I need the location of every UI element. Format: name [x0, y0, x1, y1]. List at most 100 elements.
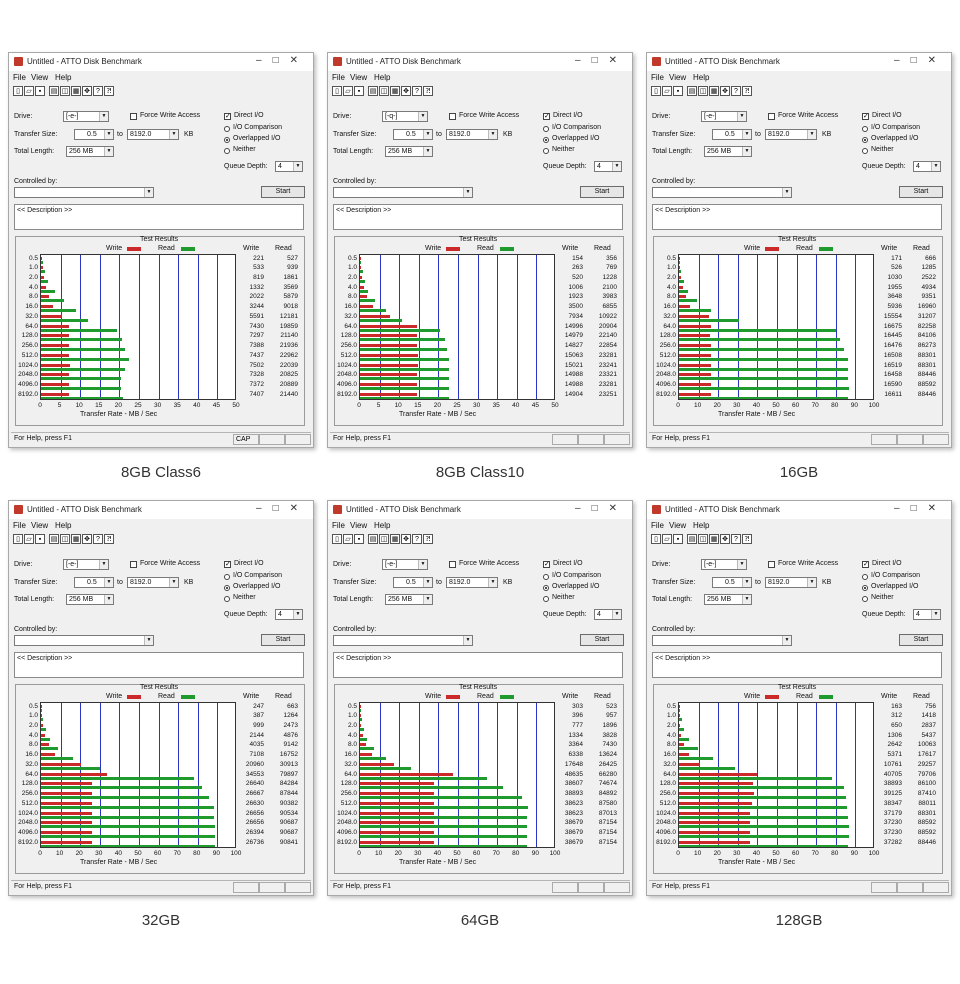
queue-depth-select[interactable]: 4 ▼: [275, 161, 303, 172]
io-comparison-radio[interactable]: [862, 574, 868, 580]
menu-view[interactable]: View: [31, 73, 49, 82]
transfer-from-select[interactable]: 0.5 ▼: [74, 577, 114, 588]
help-icon[interactable]: ?: [93, 86, 103, 96]
controlled-by-select[interactable]: ▼: [14, 635, 154, 646]
direct-io-checkbox[interactable]: ✓: [543, 113, 550, 120]
window-controls[interactable]: –□✕: [894, 503, 947, 514]
help-icon[interactable]: ?: [731, 534, 741, 544]
options-icon[interactable]: ▦: [71, 86, 81, 96]
context-help-icon[interactable]: ⁈: [423, 534, 433, 544]
save-icon[interactable]: ▪: [673, 86, 683, 96]
print-icon[interactable]: ▤: [368, 86, 378, 96]
overlapped-io-radio[interactable]: [862, 137, 868, 143]
start-button[interactable]: Start: [580, 634, 624, 646]
title-bar[interactable]: Untitled - ATTO Disk Benchmark –□✕: [9, 501, 313, 519]
new-file-icon[interactable]: ▯: [13, 86, 23, 96]
menu-help[interactable]: Help: [693, 73, 710, 82]
menu-file[interactable]: File: [13, 521, 26, 530]
overlapped-io-radio[interactable]: [224, 585, 230, 591]
direct-io-checkbox[interactable]: ✓: [862, 113, 869, 120]
save-icon[interactable]: ▪: [673, 534, 683, 544]
menu-view[interactable]: View: [350, 73, 368, 82]
options-icon[interactable]: ▦: [709, 86, 719, 96]
save-icon[interactable]: ▪: [354, 86, 364, 96]
transfer-to-select[interactable]: 8192.0 ▼: [127, 129, 179, 140]
force-write-checkbox[interactable]: [449, 561, 456, 568]
neither-radio[interactable]: [224, 596, 230, 602]
print-preview-icon[interactable]: ◫: [60, 534, 70, 544]
direct-io-checkbox[interactable]: ✓: [224, 561, 231, 568]
open-folder-icon[interactable]: ▱: [24, 534, 34, 544]
title-bar[interactable]: Untitled - ATTO Disk Benchmark –□✕: [647, 53, 951, 71]
menu-help[interactable]: Help: [55, 521, 72, 530]
open-folder-icon[interactable]: ▱: [662, 86, 672, 96]
force-write-checkbox[interactable]: [449, 113, 456, 120]
start-button[interactable]: Start: [261, 186, 305, 198]
transfer-to-select[interactable]: 8192.0 ▼: [765, 577, 817, 588]
print-preview-icon[interactable]: ◫: [60, 86, 70, 96]
help-icon[interactable]: ?: [93, 534, 103, 544]
overlapped-io-radio[interactable]: [862, 585, 868, 591]
move-icon[interactable]: ✥: [720, 534, 730, 544]
window-controls[interactable]: –□✕: [575, 55, 628, 66]
print-preview-icon[interactable]: ◫: [379, 534, 389, 544]
help-icon[interactable]: ?: [731, 86, 741, 96]
transfer-from-select[interactable]: 0.5 ▼: [712, 129, 752, 140]
overlapped-io-radio[interactable]: [543, 585, 549, 591]
context-help-icon[interactable]: ⁈: [423, 86, 433, 96]
direct-io-checkbox[interactable]: ✓: [224, 113, 231, 120]
controlled-by-select[interactable]: ▼: [333, 187, 473, 198]
context-help-icon[interactable]: ⁈: [104, 86, 114, 96]
neither-radio[interactable]: [224, 148, 230, 154]
io-comparison-radio[interactable]: [543, 574, 549, 580]
open-folder-icon[interactable]: ▱: [24, 86, 34, 96]
drive-select[interactable]: [-e-] ▼: [382, 559, 428, 570]
title-bar[interactable]: Untitled - ATTO Disk Benchmark –□✕: [328, 501, 632, 519]
title-bar[interactable]: Untitled - ATTO Disk Benchmark –□✕: [647, 501, 951, 519]
print-preview-icon[interactable]: ◫: [698, 86, 708, 96]
description-box[interactable]: << Description >>: [14, 652, 304, 678]
io-comparison-radio[interactable]: [862, 126, 868, 132]
neither-radio[interactable]: [543, 596, 549, 602]
description-box[interactable]: << Description >>: [14, 204, 304, 230]
menu-view[interactable]: View: [669, 73, 687, 82]
neither-radio[interactable]: [543, 148, 549, 154]
print-icon[interactable]: ▤: [687, 86, 697, 96]
menu-file[interactable]: File: [13, 73, 26, 82]
queue-depth-select[interactable]: 4 ▼: [913, 161, 941, 172]
transfer-from-select[interactable]: 0.5 ▼: [712, 577, 752, 588]
total-length-select[interactable]: 256 MB ▼: [385, 594, 433, 605]
window-controls[interactable]: –□✕: [894, 55, 947, 66]
menu-help[interactable]: Help: [693, 521, 710, 530]
force-write-checkbox[interactable]: [130, 561, 137, 568]
options-icon[interactable]: ▦: [709, 534, 719, 544]
menu-file[interactable]: File: [332, 73, 345, 82]
context-help-icon[interactable]: ⁈: [104, 534, 114, 544]
start-button[interactable]: Start: [261, 634, 305, 646]
direct-io-checkbox[interactable]: ✓: [543, 561, 550, 568]
new-file-icon[interactable]: ▯: [651, 86, 661, 96]
transfer-from-select[interactable]: 0.5 ▼: [393, 577, 433, 588]
overlapped-io-radio[interactable]: [224, 137, 230, 143]
options-icon[interactable]: ▦: [390, 534, 400, 544]
print-icon[interactable]: ▤: [687, 534, 697, 544]
controlled-by-select[interactable]: ▼: [14, 187, 154, 198]
drive-select[interactable]: [-e-] ▼: [63, 559, 109, 570]
queue-depth-select[interactable]: 4 ▼: [594, 609, 622, 620]
options-icon[interactable]: ▦: [390, 86, 400, 96]
print-icon[interactable]: ▤: [49, 534, 59, 544]
total-length-select[interactable]: 256 MB ▼: [66, 594, 114, 605]
move-icon[interactable]: ✥: [82, 534, 92, 544]
context-help-icon[interactable]: ⁈: [742, 534, 752, 544]
neither-radio[interactable]: [862, 596, 868, 602]
move-icon[interactable]: ✥: [82, 86, 92, 96]
description-box[interactable]: << Description >>: [652, 652, 942, 678]
menu-help[interactable]: Help: [374, 73, 391, 82]
io-comparison-radio[interactable]: [224, 574, 230, 580]
window-controls[interactable]: –□✕: [575, 503, 628, 514]
open-folder-icon[interactable]: ▱: [343, 86, 353, 96]
menu-view[interactable]: View: [350, 521, 368, 530]
menu-view[interactable]: View: [669, 521, 687, 530]
transfer-from-select[interactable]: 0.5 ▼: [74, 129, 114, 140]
window-controls[interactable]: –□✕: [256, 503, 309, 514]
